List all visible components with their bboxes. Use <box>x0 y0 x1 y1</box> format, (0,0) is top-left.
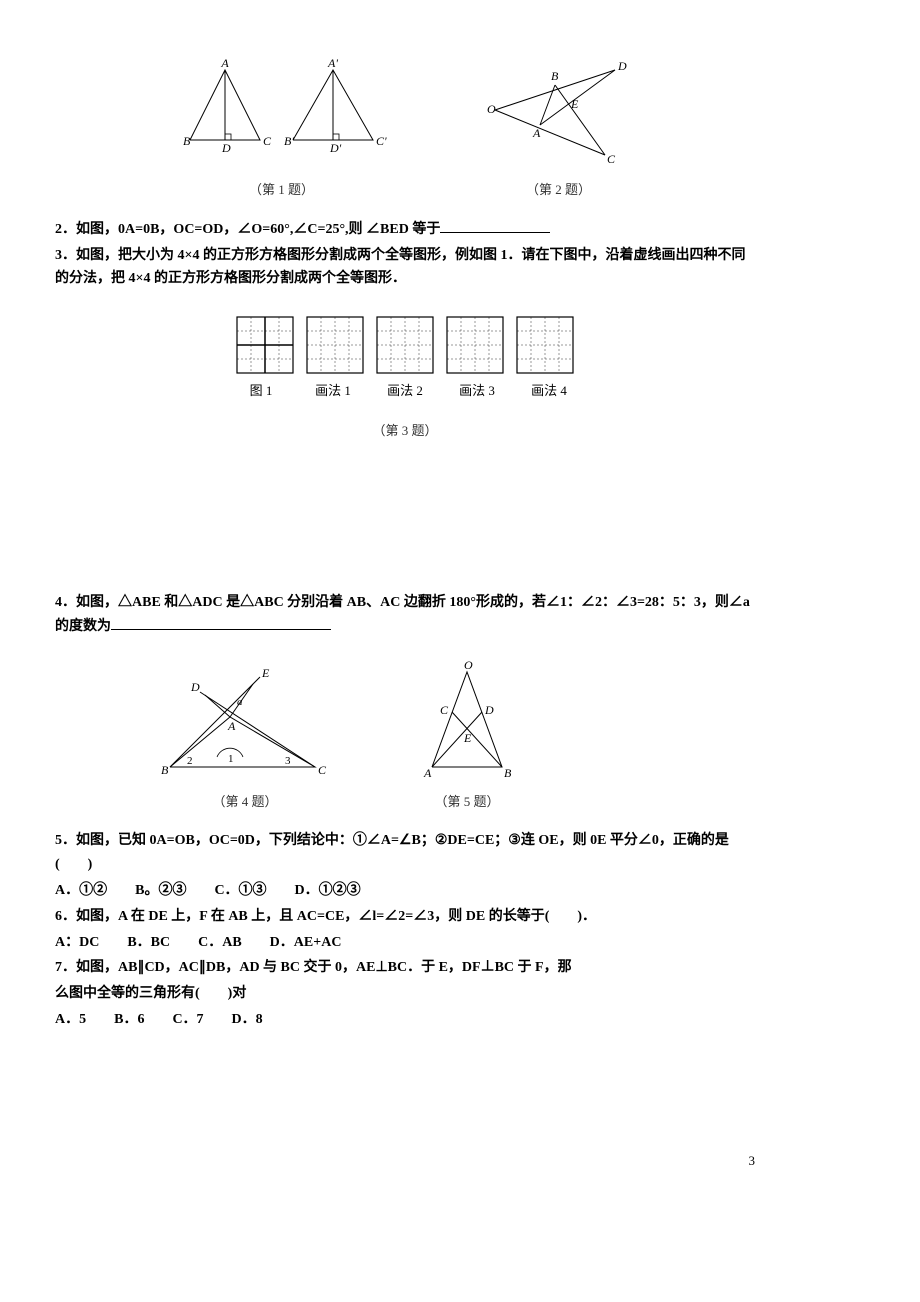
f4-2: 2 <box>187 755 193 767</box>
grid-label-3: 画法 3 <box>447 380 507 402</box>
f4-D: D <box>190 680 200 694</box>
label-A: A <box>220 56 229 70</box>
label-C2: C <box>607 152 616 166</box>
label-Bp: B' <box>284 134 294 148</box>
fig4-diagram: A B C D E a 1 2 3 <box>155 657 335 787</box>
page-number: 3 <box>749 1150 756 1172</box>
q4-blank <box>111 615 331 630</box>
label-O: O <box>487 102 496 116</box>
label-B: B <box>183 134 191 148</box>
fig2-diagram: O B D A C E <box>485 55 635 175</box>
label-E2: E <box>570 97 579 111</box>
grid-label-1: 画法 1 <box>303 380 363 402</box>
figure-1-row: A B C D A' B' C' D' O B D A C E （第 1 题） … <box>55 55 755 203</box>
grid-box-0 <box>236 316 294 374</box>
q4-text: 4．如图，△ABE 和△ADC 是△ABC 分别沿着 AB、AC 边翻折 180… <box>55 591 755 639</box>
label-C: C <box>263 134 272 148</box>
q2-text: 2．如图，0A=0B，OC=OD，∠O=60°,∠C=25°,则 ∠BED 等于 <box>55 222 440 237</box>
label-Dp: D' <box>329 141 342 155</box>
grid-label-2: 画法 2 <box>375 380 435 402</box>
fig5-diagram: O A B C D E <box>412 657 522 787</box>
grid-label-4: 画法 4 <box>519 380 579 402</box>
f4-a: a <box>237 696 243 708</box>
fig1-triangle-apbpcp: A' B' C' D' <box>278 55 388 165</box>
f4-B: B <box>161 763 169 777</box>
grid-label-0: 图 1 <box>231 380 291 402</box>
f5-D: D <box>484 703 494 717</box>
fig3-caption: （第 3 题） <box>225 420 585 442</box>
q3-line: 3．如图，把大小为 4×4 的正方形方格图形分割成两个全等图形，例如图 1．请在… <box>55 244 755 292</box>
q5-opts: A．①② B。②③ C．①③ D．①②③ <box>55 879 755 903</box>
q2-blank <box>440 218 550 233</box>
q6-text: 6．如图，A 在 DE 上，F 在 AB 上，且 AC=CE，∠l=∠2=∠3，… <box>55 905 755 929</box>
grid-box-2 <box>376 316 434 374</box>
q5-text: 5．如图，已知 0A=OB，OC=0D，下列结论中：①∠A=∠B；②DE=CE；… <box>55 829 755 877</box>
label-B2: B <box>551 69 559 83</box>
fig1-triangle-abc: A B C D <box>175 55 275 165</box>
fig5-caption: （第 5 题） <box>412 791 522 813</box>
f4-C: C <box>318 763 327 777</box>
q6-opts: A：DC B．BC C．AB D．AE+AC <box>55 931 755 955</box>
fig2-caption: （第 2 题） <box>484 179 634 201</box>
grid-box-3 <box>446 316 504 374</box>
f4-3: 3 <box>285 755 291 767</box>
fig4-caption: （第 4 题） <box>155 791 335 813</box>
f5-C: C <box>440 703 449 717</box>
f4-A: A <box>227 719 236 733</box>
label-A2: A <box>532 126 541 140</box>
grid-figure-row: 图 1 画法 1 画法 2 画法 3 画法 4 （第 3 题） <box>55 316 755 444</box>
label-D2: D <box>617 59 627 73</box>
grid-box-1 <box>306 316 364 374</box>
q7-opts: A．5 B．6 C．7 D．8 <box>55 1008 755 1032</box>
label-D: D <box>221 141 231 155</box>
label-Ap: A' <box>327 56 338 70</box>
q2-line: 2．如图，0A=0B，OC=OD，∠O=60°,∠C=25°,则 ∠BED 等于 <box>55 218 755 242</box>
f5-O: O <box>464 658 473 672</box>
q7-line2: 么图中全等的三角形有( )对 <box>55 982 755 1006</box>
f4-E: E <box>261 666 270 680</box>
fig1-caption: （第 1 题） <box>177 179 387 201</box>
f4-1: 1 <box>228 753 234 765</box>
q7-line1: 7．如图，AB∥CD，AC∥DB，AD 与 BC 交于 0，AE⊥BC．于 E，… <box>55 956 755 980</box>
fig45-row: A B C D E a 1 2 3 O A B C D E （第 4 题） （第… <box>55 657 755 815</box>
f5-E: E <box>463 731 472 745</box>
f5-A: A <box>423 766 432 780</box>
f5-B: B <box>504 766 512 780</box>
grid-box-4 <box>516 316 574 374</box>
label-Cp: C' <box>376 134 387 148</box>
